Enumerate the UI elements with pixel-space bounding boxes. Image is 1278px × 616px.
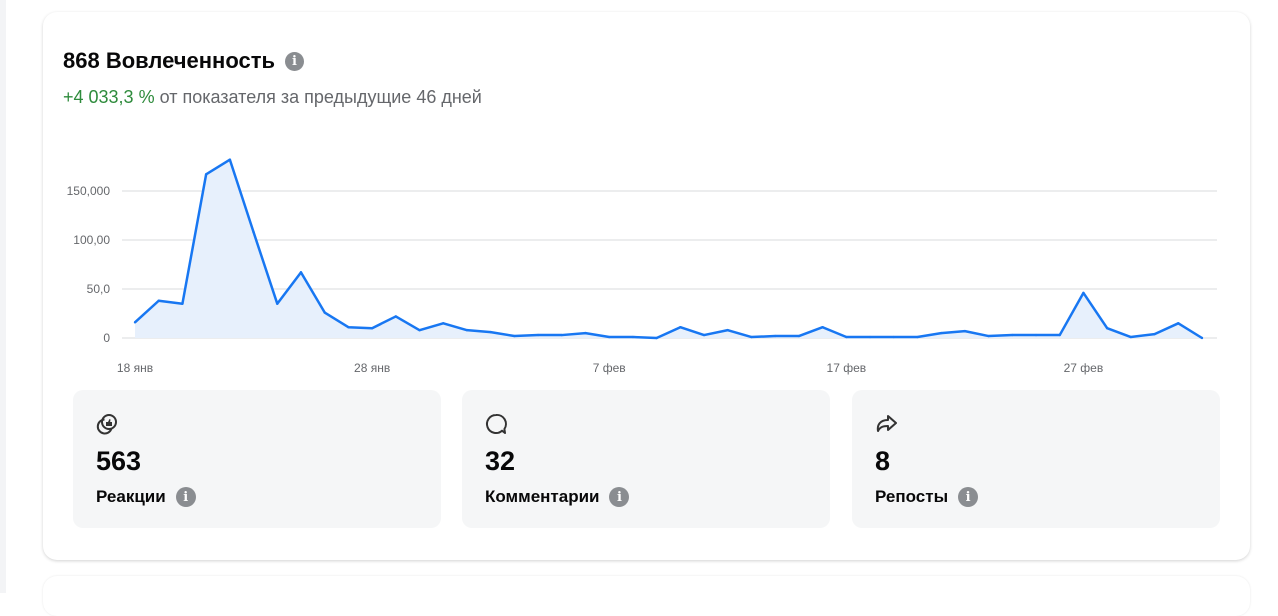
data-point [1082, 291, 1085, 295]
info-icon[interactable]: i [175, 487, 196, 507]
change-percent: +4 033,3 % [63, 87, 155, 107]
data-point [868, 335, 872, 339]
change-summary: +4 033,3 % от показателя за предыдущие 4… [63, 87, 482, 108]
comments-label: Комментарии [485, 487, 600, 506]
comment-icon [486, 413, 507, 434]
x-tick-label: 28 янв [354, 361, 390, 375]
data-point [1129, 335, 1133, 339]
data-point [702, 333, 706, 337]
data-point [631, 335, 635, 339]
page-edge [0, 0, 6, 593]
data-point [133, 321, 137, 324]
stat-reactions: 563 Реакции i [73, 390, 441, 528]
data-point [750, 335, 753, 339]
stat-comments: 32 Комментарии i [462, 390, 830, 528]
data-point [1011, 333, 1014, 337]
stat-shares: 8 Репосты i [852, 390, 1220, 528]
shares-label: Репосты [875, 487, 949, 506]
area-fill [135, 159, 1202, 338]
data-point [252, 230, 255, 234]
data-point [536, 333, 540, 337]
data-point [442, 322, 445, 325]
info-icon[interactable]: i [285, 51, 305, 71]
data-point [987, 334, 990, 338]
data-point [821, 326, 824, 329]
data-point [465, 328, 469, 332]
x-tick-label: 18 янв [117, 361, 153, 375]
y-tick-label: 150,000 [67, 184, 111, 198]
data-point [323, 311, 326, 314]
data-point [584, 331, 587, 335]
data-point [204, 173, 208, 176]
series-line [134, 158, 1203, 340]
data-point [1105, 327, 1109, 330]
y-tick-label: 0 [103, 331, 110, 345]
y-tick-label: 50,0 [87, 282, 111, 296]
data-point [513, 334, 516, 338]
share-icon [876, 415, 897, 432]
data-point [1177, 322, 1180, 325]
data-point [939, 331, 943, 335]
data-point [655, 336, 658, 340]
data-point [347, 326, 350, 329]
data-point [963, 329, 967, 333]
data-point [892, 335, 895, 339]
data-point [276, 302, 279, 305]
data-point [394, 315, 398, 318]
data-point [299, 271, 303, 274]
data-point [845, 335, 848, 339]
engagement-title: 868 Вовлеченность [63, 48, 276, 73]
data-point [774, 334, 777, 338]
data-point [797, 334, 801, 338]
data-point [228, 158, 232, 161]
info-icon[interactable]: i [609, 487, 630, 507]
change-suffix: от показателя за предыдущие 46 дней [159, 87, 482, 107]
data-point [1034, 333, 1038, 337]
y-tick-label: 100,00 [73, 233, 110, 247]
data-point [1153, 332, 1156, 336]
card-title: 868 Вовлеченность i [63, 48, 305, 74]
x-tick-label: 27 фев [1064, 361, 1104, 375]
x-tick-label: 7 фев [593, 361, 626, 375]
data-point [370, 327, 374, 330]
data-point [608, 335, 611, 339]
data-point [726, 328, 729, 332]
x-tick-label: 17 фев [827, 361, 867, 375]
comments-count: 32 [485, 446, 516, 476]
reactions-label: Реакции [96, 487, 166, 506]
data-point [679, 326, 682, 329]
reactions-icon [96, 414, 117, 435]
data-point [560, 333, 563, 337]
reactions-count: 563 [96, 446, 142, 476]
engagement-chart: 0 50,0 100,00 150,000 18 янв 28 янв 7 фев 17 фе… [67, 158, 1217, 375]
shares-count: 8 [875, 446, 891, 476]
data-point [1200, 336, 1204, 340]
data-point [916, 335, 919, 339]
data-point [418, 328, 421, 332]
data-point [157, 299, 160, 302]
data-point [489, 330, 492, 334]
data-point [1058, 333, 1061, 337]
data-point [181, 302, 184, 305]
info-icon[interactable]: i [958, 487, 979, 507]
